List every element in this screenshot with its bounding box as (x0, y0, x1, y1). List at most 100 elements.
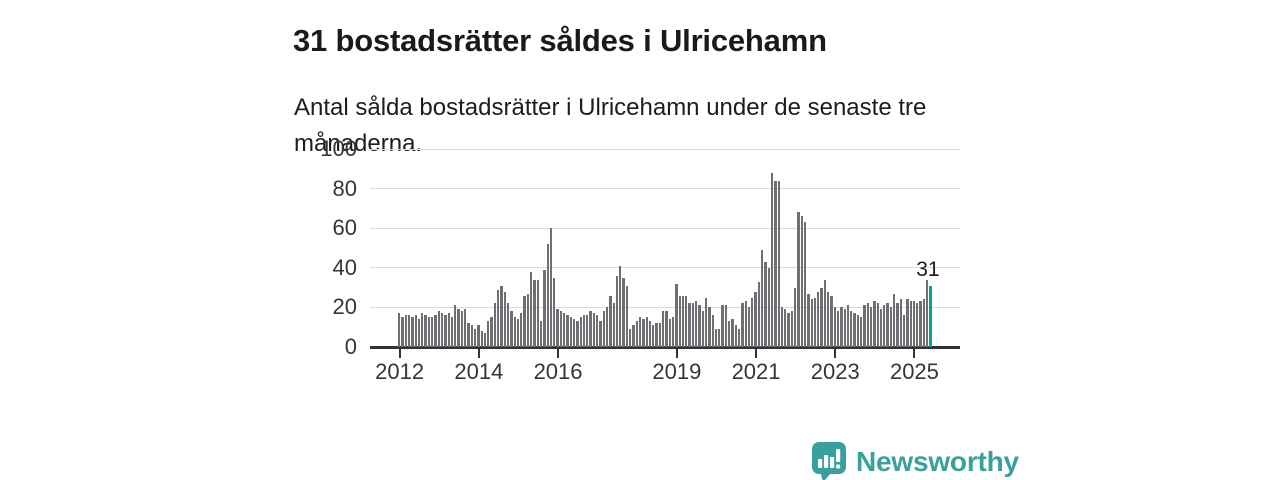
bar (602, 311, 605, 347)
bar (860, 317, 863, 347)
x-axis-tick-label: 2021 (731, 359, 781, 384)
bar (873, 301, 876, 347)
bar (506, 303, 510, 347)
x-axis-tick (913, 349, 916, 358)
bar (487, 321, 490, 347)
bar (586, 315, 589, 347)
x-axis-tick (477, 349, 480, 358)
bar (916, 303, 919, 347)
bar (922, 299, 926, 347)
y-axis-tick-label: 20 (332, 294, 357, 320)
bar (612, 303, 615, 347)
bar (704, 297, 708, 347)
bar (424, 315, 427, 347)
bar (810, 299, 813, 347)
newsworthy-logo: Newsworthy (811, 442, 1019, 480)
bar (869, 307, 873, 347)
bar (856, 315, 860, 347)
bar (404, 315, 407, 347)
bar (497, 289, 500, 347)
bar (596, 315, 599, 347)
bar (579, 317, 582, 347)
bar (437, 311, 440, 347)
x-axis-tick (398, 349, 401, 358)
bar (642, 319, 645, 347)
bar (629, 329, 632, 347)
bar (411, 317, 414, 347)
bar (467, 323, 470, 347)
bar (589, 311, 592, 347)
bar (790, 311, 794, 347)
bar (417, 319, 421, 347)
bar (427, 317, 431, 347)
x-axis-tick (557, 349, 560, 358)
bar (572, 319, 576, 347)
bar (751, 297, 754, 347)
x-axis-tick (834, 349, 837, 358)
bar (648, 321, 652, 347)
bar (797, 212, 800, 347)
bar (450, 317, 454, 347)
bar (665, 311, 668, 347)
y-axis-tick-label: 0 (344, 334, 357, 359)
bar (688, 303, 691, 347)
x-axis-tick-label: 2025 (889, 359, 939, 384)
bar (625, 285, 629, 347)
bar (718, 329, 721, 347)
newsworthy-brand-text: Newsworthy (856, 446, 1019, 477)
bar (902, 315, 906, 347)
bar (539, 321, 543, 347)
axis-baseline (370, 346, 960, 349)
bar (655, 323, 658, 347)
x-axis-tick-label: 2016 (533, 359, 583, 384)
bar (691, 303, 695, 347)
bar (813, 297, 817, 347)
y-axis-tick-label: 60 (332, 215, 357, 241)
bar (764, 261, 767, 347)
bar (605, 307, 609, 347)
bar (543, 269, 546, 347)
bar (464, 309, 467, 347)
bar (827, 291, 830, 347)
bar (919, 301, 922, 347)
bar (893, 293, 896, 347)
x-axis-tick (675, 349, 678, 358)
bar (737, 329, 741, 347)
bar (711, 315, 714, 347)
bar (774, 180, 777, 347)
bar (721, 305, 724, 347)
bar (473, 329, 477, 347)
bar (889, 307, 893, 347)
bar (460, 311, 464, 347)
bar (398, 313, 401, 347)
bar (513, 317, 516, 347)
x-axis-tick-label: 2014 (454, 359, 504, 384)
bar (803, 222, 807, 347)
gridline (370, 188, 960, 190)
bar (401, 317, 404, 347)
bar (546, 244, 549, 347)
bar (685, 295, 688, 347)
bar (414, 315, 417, 347)
bar (447, 313, 450, 347)
bar (714, 329, 718, 347)
bar (566, 315, 569, 347)
y-axis-tick-label: 100 (320, 136, 357, 161)
bar (820, 287, 823, 347)
bar (592, 313, 596, 347)
bar (526, 293, 530, 347)
bar (784, 309, 787, 347)
bar (883, 305, 886, 347)
bar (757, 281, 761, 347)
bar (632, 325, 635, 347)
page-title: 31 bostadsrätter såldes i Ulricehamn (293, 22, 827, 58)
bar (817, 291, 820, 347)
y-axis-tick-label: 80 (332, 175, 357, 201)
bar (454, 305, 457, 347)
bar (879, 309, 883, 347)
bar (770, 172, 774, 347)
bar (434, 315, 437, 347)
bar (823, 279, 827, 347)
highlighted-bar (929, 285, 932, 347)
bar (619, 265, 622, 347)
